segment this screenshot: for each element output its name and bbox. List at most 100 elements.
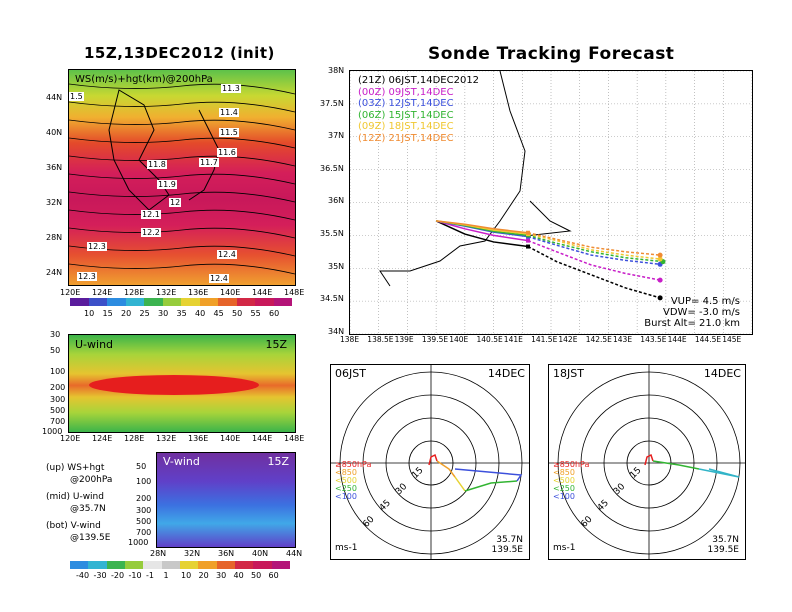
hodo-unit: ms-1 — [335, 543, 358, 553]
hodo-level-legend: ≥850hPa <850 <500 <250 <100 — [553, 461, 589, 501]
map-y-tick: 44N — [46, 93, 63, 102]
vwind-colorbar-label: -20 — [111, 571, 125, 580]
ring-label: 60 — [579, 514, 594, 529]
colorbar-swatch — [253, 561, 272, 569]
jet-core — [89, 375, 259, 395]
uwind-x-tick: 120E — [60, 434, 81, 443]
ws-map-panel: WS(m/s)+hgt(km)@200hPa 11.3 11.4 11.5 11.6 1… — [68, 69, 296, 286]
track-x-tick: 140.5E — [476, 335, 503, 344]
track-y-tick: 35N — [328, 261, 345, 271]
vwind-y-tick: 200 — [136, 494, 152, 503]
uwind-y-tick: 30 — [50, 330, 61, 339]
hodo-level: <500 — [335, 476, 357, 485]
ring-label: 45 — [596, 498, 611, 513]
hodo-level-legend: ≥850hPa <850 <500 <250 <100 — [335, 461, 371, 501]
track-x-tick: 142E — [558, 335, 578, 344]
vwind-colorbar-label: 60 — [268, 571, 279, 580]
vwind-panel: V-wind 15Z — [156, 452, 296, 548]
hodo-level: <100 — [335, 492, 357, 501]
uwind-y-tick: 300 — [50, 395, 66, 404]
vwind-colorbar-label: 40 — [233, 571, 244, 580]
vwind-y-tick: 100 — [136, 477, 152, 486]
colorbar-swatch — [106, 561, 125, 569]
track-y-tick: 38N — [328, 66, 345, 75]
hodo-level: <850 — [335, 468, 357, 477]
track-line-dashed-4 — [527, 233, 661, 260]
contour-line — [69, 119, 295, 131]
map-x-tick: 144E — [252, 288, 273, 297]
hodo-trace — [652, 460, 700, 470]
uwind-x-tick: 148E — [284, 434, 305, 443]
vwind-y-tick: 700 — [136, 528, 152, 537]
vwind-colorbar-label: -1 — [146, 571, 154, 580]
uwind-y-tick: 200 — [50, 383, 66, 392]
contour-label: 11.5 — [219, 128, 239, 137]
colorbar-swatch — [125, 298, 144, 306]
map-overlay — [69, 83, 295, 275]
legend-entry: (03Z) 12JST,14DEC — [358, 98, 454, 109]
ws-colorbar — [70, 298, 292, 306]
contour-line — [69, 83, 295, 95]
colorbar-label: 55 — [250, 309, 261, 318]
colorbar-label: 45 — [213, 309, 224, 318]
hodo-level: ≥850hPa — [553, 460, 590, 469]
vwind-x-tick: 28N — [150, 549, 167, 558]
contour-label: 12 — [169, 198, 182, 207]
vwind-y-tick: 300 — [136, 506, 152, 515]
colorbar-swatch — [271, 561, 290, 569]
track-y-tick: 37.5N — [320, 98, 344, 108]
track-y-tick: 34N — [328, 326, 345, 336]
ring-label: 15 — [410, 466, 425, 481]
legend-entry: (06Z) 15JST,14DEC — [358, 109, 454, 121]
vwind-y-tick: 1000 — [128, 538, 149, 547]
hodo-trace — [428, 453, 438, 466]
track-end-point — [657, 252, 663, 258]
track-plot — [350, 71, 752, 334]
colorbar-swatch — [199, 298, 218, 306]
hodo-lon: 139.5E — [707, 545, 739, 555]
track-end-point — [657, 256, 663, 262]
track-line-5 — [436, 220, 529, 234]
colorbar-swatch — [124, 561, 144, 569]
hodo-trace — [464, 480, 518, 492]
contour-label: 12.4 — [217, 250, 237, 259]
vwind-colorbar-label: 1 — [163, 571, 169, 580]
vwind-colorbar-label: 10 — [181, 571, 192, 580]
info-line: Burst Alt= 21.0 km — [644, 318, 740, 329]
uwind-x-tick: 144E — [252, 434, 273, 443]
hodo-trace — [454, 468, 523, 482]
uwind-x-tick: 136E — [188, 434, 209, 443]
track-x-tick: 142.5E — [585, 335, 612, 344]
info-line: VUP= 4.5 m/s — [670, 296, 740, 307]
note-line: @35.7N — [70, 504, 106, 514]
track-y-tick: 36N — [328, 196, 345, 206]
ring-label: 30 — [394, 482, 409, 497]
track-x-tick: 143E — [613, 335, 633, 344]
vwind-colorbar-label: -10 — [128, 571, 142, 580]
uwind-y-tick: 500 — [50, 406, 66, 415]
colorbar-label: 25 — [139, 309, 150, 318]
track-burst-point — [526, 244, 531, 249]
uwind-x-tick: 132E — [156, 434, 177, 443]
track-line-dashed-2 — [527, 235, 661, 266]
uwind-time: 15Z — [265, 338, 287, 351]
contour-label: 11.6 — [217, 148, 237, 157]
map-x-tick: 128E — [124, 288, 145, 297]
legend-entry: (21Z) 06JST,14DEC2012 — [358, 75, 480, 86]
track-line-dashed-0 — [527, 245, 661, 299]
map-x-tick: 120E — [60, 288, 81, 297]
right-title: Sonde Tracking Forecast — [428, 44, 675, 64]
note-line: @200hPa — [70, 475, 113, 485]
vwind-colorbar-label: -40 — [76, 571, 90, 580]
uwind-y-tick: 1000 — [42, 427, 63, 436]
contour-line — [69, 173, 295, 185]
hodo-level: ≥850hPa — [335, 460, 372, 469]
vwind-colorbar-label: -30 — [93, 571, 107, 580]
colorbar-swatch — [179, 561, 199, 569]
track-x-tick: 139.5E — [421, 335, 449, 344]
track-x-tick: 145E — [722, 335, 742, 344]
hodo-trace — [698, 468, 740, 478]
track-line-dashed-1 — [527, 239, 661, 281]
colorbar-label: 60 — [269, 309, 280, 318]
track-burst-point — [526, 230, 531, 235]
